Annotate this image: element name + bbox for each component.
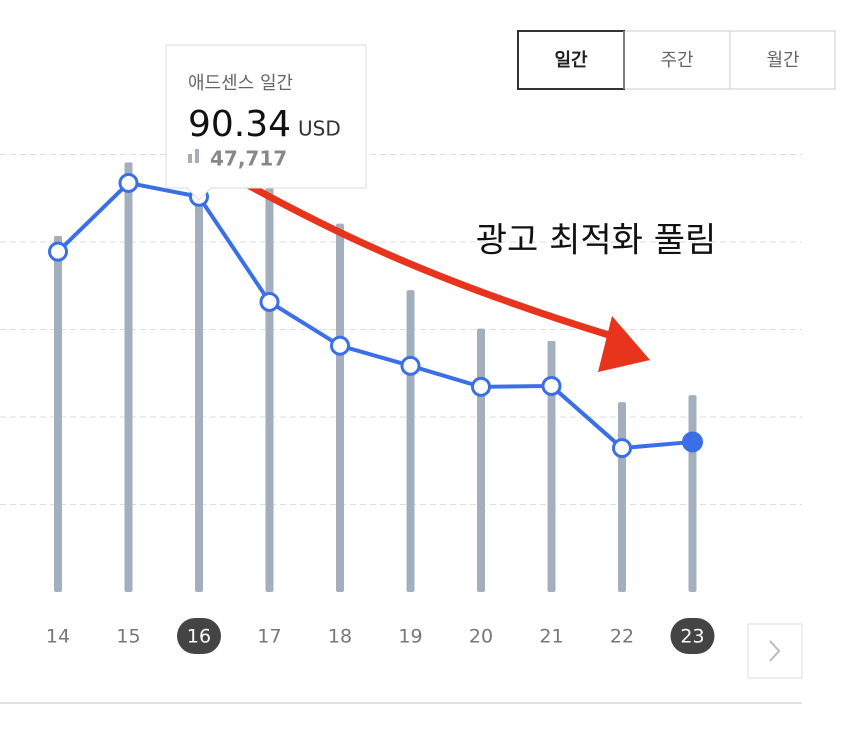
- point: [330, 335, 350, 356]
- tooltip-icon: [188, 154, 192, 163]
- line-layer: [48, 172, 703, 459]
- tooltip-pointer: [185, 186, 213, 201]
- tooltip-icon: [195, 149, 199, 163]
- x-tick-label: 23: [680, 626, 704, 648]
- tab[interactable]: 주간: [660, 50, 693, 71]
- x-highlight: [177, 618, 221, 654]
- bar: [547, 340, 556, 592]
- bar: [54, 235, 62, 592]
- bar: [265, 184, 274, 592]
- next-icon: [769, 640, 781, 662]
- arrow-head: [598, 316, 650, 372]
- bar: [618, 402, 626, 592]
- point: [118, 172, 139, 193]
- point: [682, 431, 703, 453]
- tabs: 일간 주간 월간: [517, 30, 836, 90]
- point: [612, 438, 632, 459]
- next-button[interactable]: [747, 623, 803, 679]
- annotation: 광고 최적화 풀림: [476, 221, 717, 261]
- point: [259, 291, 280, 312]
- bar: [124, 162, 133, 592]
- point: [471, 376, 491, 397]
- grid: [0, 154, 802, 505]
- x-tick-label: 14: [46, 626, 70, 648]
- tooltip-box: [165, 44, 367, 189]
- x-axis: 14 15 16 17 18 19 20 21 22 23: [46, 618, 715, 654]
- bar: [406, 290, 415, 592]
- bar: [477, 328, 485, 592]
- x-tick-label: 17: [257, 626, 281, 648]
- point: [541, 375, 562, 396]
- x-tick-label: 18: [328, 626, 352, 648]
- x-tick-label: 20: [469, 626, 493, 648]
- tooltip-bar-value: 47,717: [210, 147, 287, 171]
- x-tick-label: 21: [539, 626, 563, 648]
- bar: [195, 174, 203, 592]
- x-highlight: [670, 618, 715, 654]
- tooltip: 애드센스 일간 90.34 USD 47,717: [165, 44, 367, 201]
- active-tab: [517, 30, 625, 90]
- line: [56, 180, 693, 451]
- tab[interactable]: 월간: [766, 50, 799, 71]
- x-tick-label: 19: [398, 626, 422, 648]
- tooltip-unit: USD: [298, 117, 341, 141]
- bar: [688, 395, 697, 592]
- tooltip-series: 애드센스 일간: [188, 73, 293, 94]
- arrow: [242, 180, 616, 340]
- point: [400, 355, 421, 376]
- x-tick-label: 22: [610, 626, 634, 648]
- bar: [336, 223, 344, 592]
- point: [48, 241, 68, 262]
- x-tick-label: 15: [116, 626, 140, 648]
- tab[interactable]: 일간: [554, 50, 588, 71]
- tooltip-value: 90.34: [188, 104, 291, 145]
- x-tick-label: 16: [187, 626, 211, 648]
